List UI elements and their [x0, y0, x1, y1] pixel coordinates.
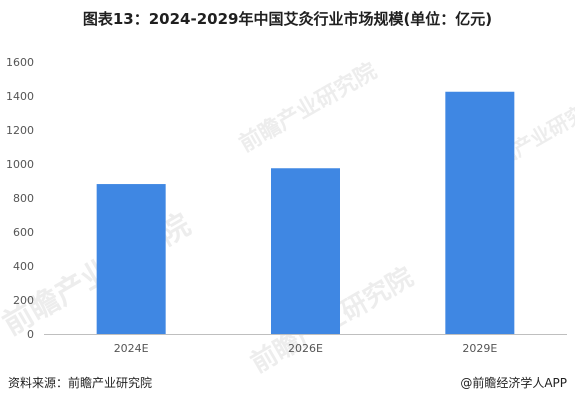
bar: [271, 168, 340, 334]
y-tick-label: 800: [13, 192, 34, 205]
y-tick-label: 1000: [6, 158, 34, 171]
credit-note: @前瞻经济学人APP: [460, 376, 567, 390]
x-tick-label: 2029E: [462, 342, 497, 355]
x-tick-label: 2024E: [114, 342, 149, 355]
y-tick-label: 400: [13, 260, 34, 273]
chart-title: 图表13：2024-2029年中国艾灸行业市场规模(单位：亿元): [82, 10, 493, 28]
y-tick-label: 1400: [6, 90, 34, 103]
x-tick-label: 2026E: [288, 342, 323, 355]
y-tick-label: 200: [13, 294, 34, 307]
y-tick-label: 0: [27, 328, 34, 341]
source-note: 资料来源：前瞻产业研究院: [8, 376, 153, 390]
y-tick-label: 600: [13, 226, 34, 239]
bar: [96, 184, 166, 334]
y-tick-label: 1600: [6, 56, 34, 69]
y-tick-label: 1200: [6, 124, 34, 137]
bar: [445, 91, 515, 334]
